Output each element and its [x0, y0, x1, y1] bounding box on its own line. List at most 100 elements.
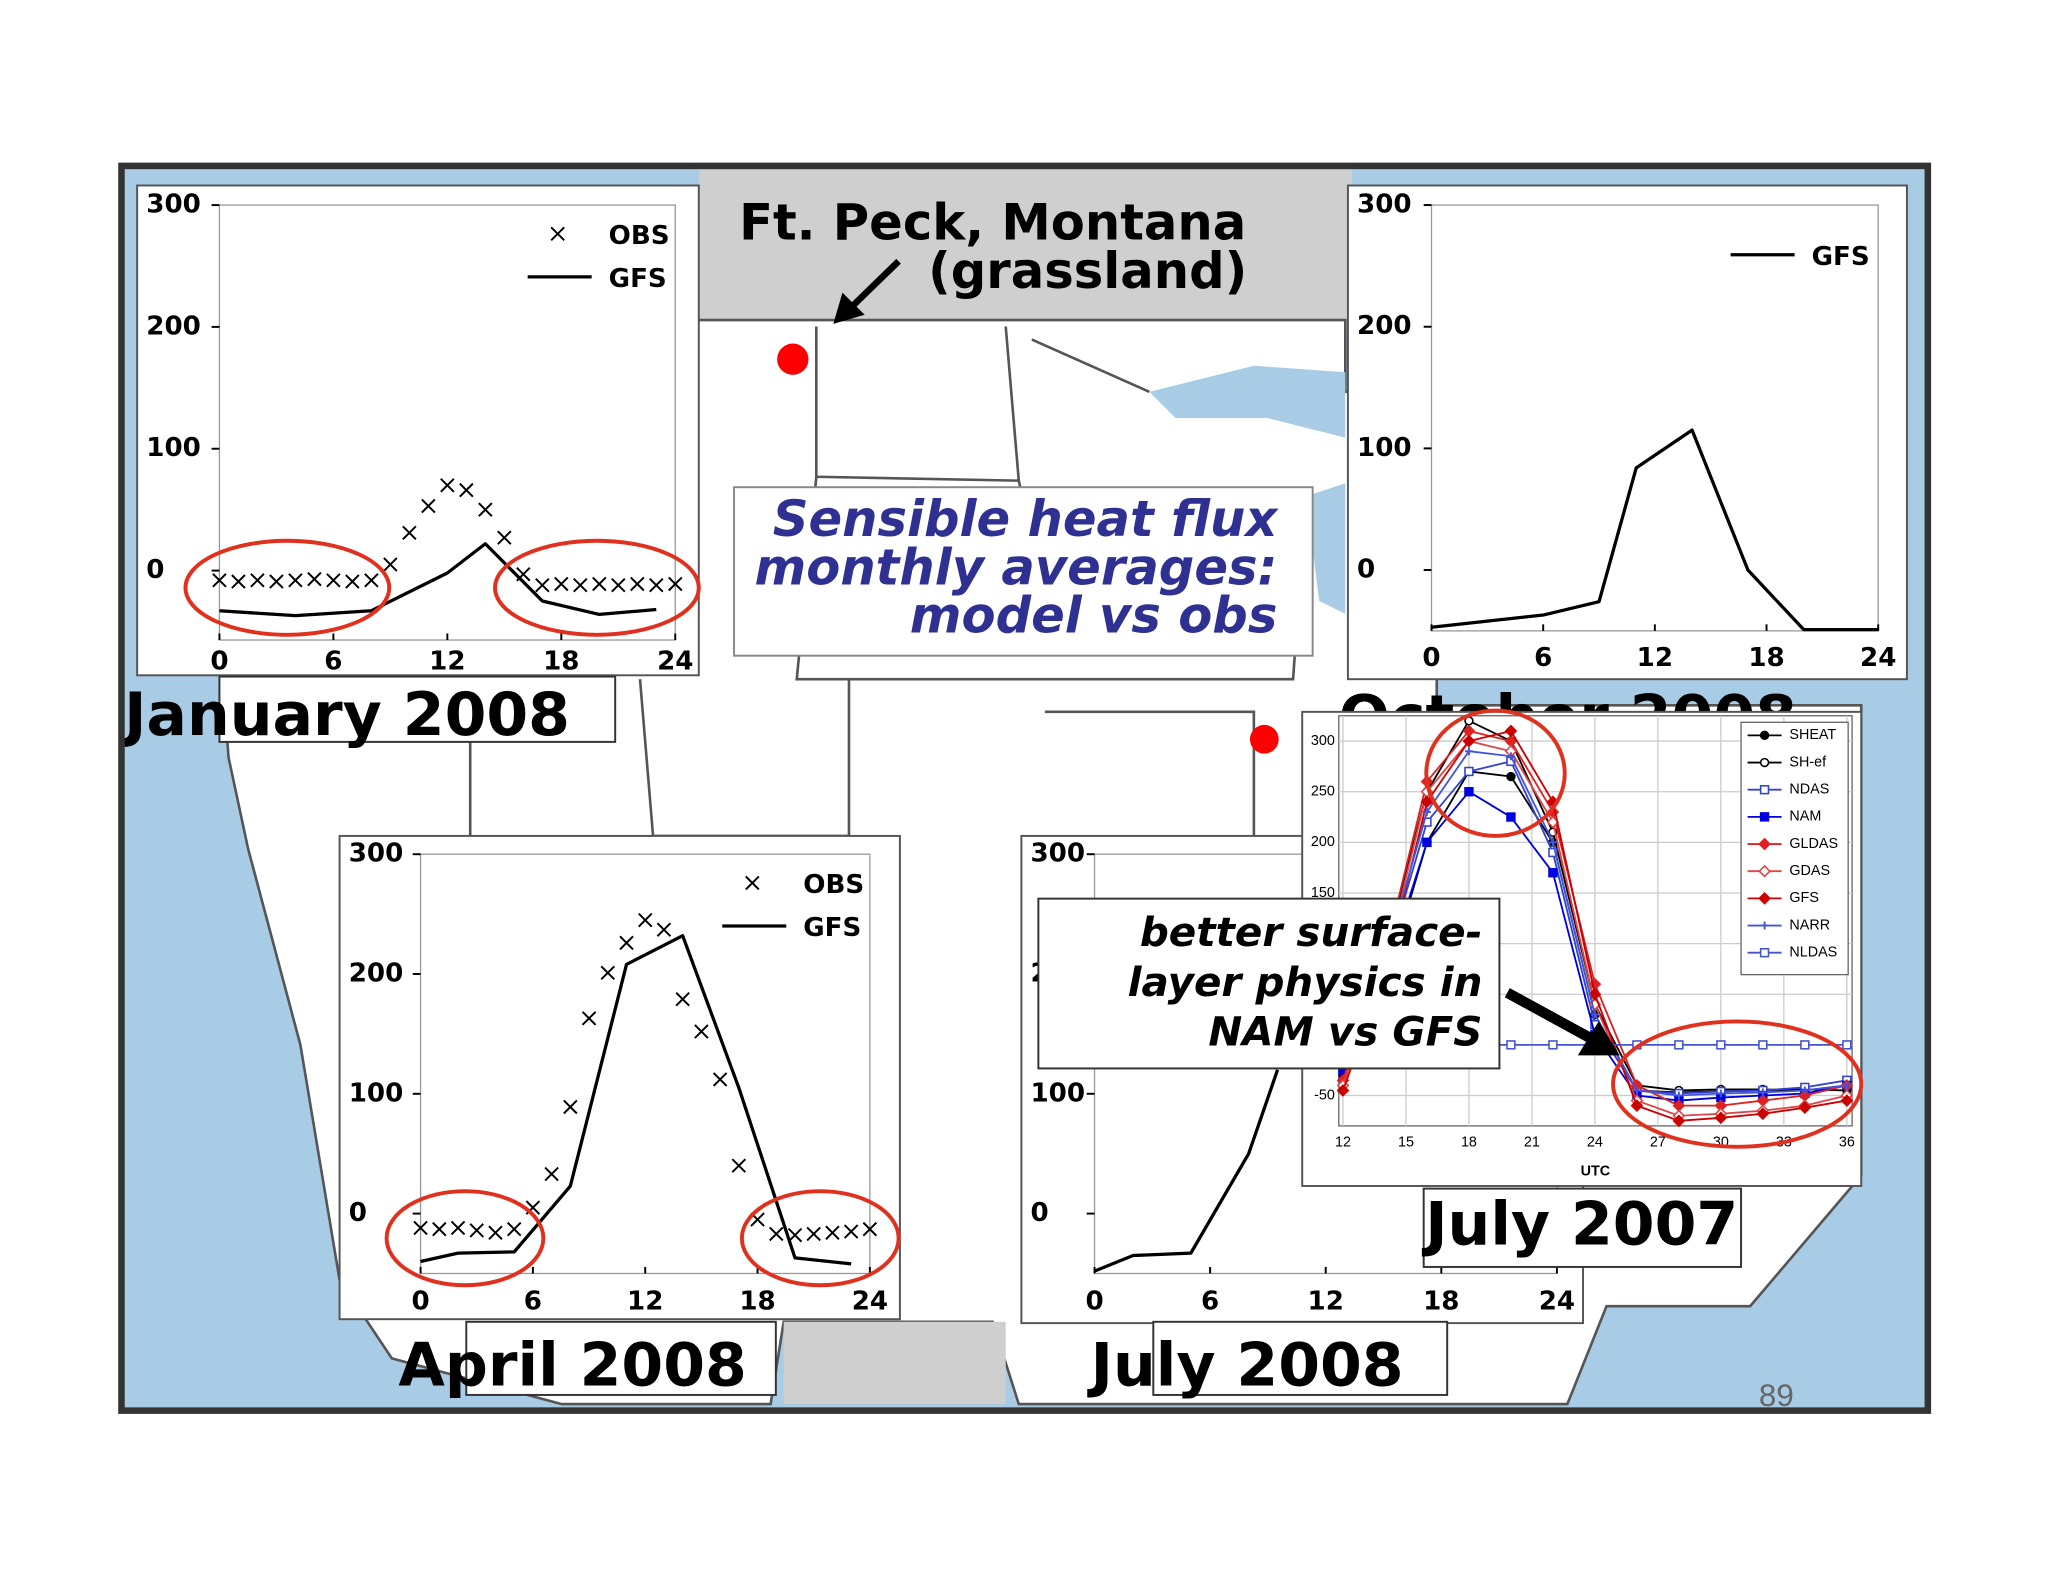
callout-arrow-head	[1577, 1021, 1620, 1056]
marker	[1590, 1010, 1599, 1019]
marker	[843, 1224, 859, 1239]
marker	[554, 576, 569, 592]
marker	[231, 574, 246, 589]
marker	[1758, 1088, 1767, 1097]
x-tick-label: 0	[411, 1287, 429, 1317]
marker	[1422, 837, 1432, 848]
marker	[1630, 1099, 1644, 1112]
x-axis-label: UTC	[1581, 1163, 1611, 1179]
x-tick-label: 24	[657, 647, 693, 677]
title-box	[1422, 1187, 1743, 1268]
y-tick-label: 300	[1357, 190, 1412, 220]
marker	[1464, 787, 1474, 797]
legend-label: OBS	[803, 870, 864, 900]
y-tick-label: -50	[1314, 1087, 1335, 1103]
y-tick-label: 0	[1031, 1198, 1049, 1228]
callout-box	[1037, 897, 1501, 1070]
series-line	[1093, 1069, 1280, 1273]
y-tick-label: 100	[1031, 1078, 1086, 1108]
x-tick-label: 0	[1085, 1287, 1103, 1317]
legend-box	[1740, 721, 1849, 976]
marker	[1462, 734, 1476, 748]
marker	[1548, 838, 1557, 847]
marker	[1842, 1040, 1852, 1050]
callout-text: NAM vs GFS	[1208, 1007, 1482, 1055]
callout-text: better surface-	[1140, 908, 1483, 956]
marker	[250, 573, 265, 588]
series-line	[1431, 428, 1879, 632]
legend-label: SH-ef	[1789, 754, 1827, 770]
x-tick-label: 18	[1748, 643, 1784, 673]
marker	[649, 577, 664, 593]
legend-label: GFS	[1812, 242, 1870, 272]
marker	[731, 1158, 747, 1173]
marker	[611, 577, 626, 593]
plot-area	[419, 853, 871, 1275]
marker	[806, 1226, 821, 1242]
summary-text: Sensible heat flux	[773, 490, 1280, 548]
legend-marker	[1759, 784, 1770, 795]
x-tick-label: 21	[1524, 1135, 1540, 1151]
marker	[269, 574, 284, 589]
x-tick-label: 6	[524, 1287, 542, 1317]
y-tick-label: 150	[1311, 885, 1335, 901]
page-number: 89	[1759, 1378, 1794, 1413]
legend-label: GFS	[609, 264, 667, 294]
x-tick-label: 24	[1860, 643, 1896, 673]
y-tick-label: 100	[349, 1078, 404, 1108]
callout-arrow	[1504, 988, 1594, 1043]
site-dot	[1249, 724, 1279, 754]
marker	[1756, 1107, 1770, 1121]
marker	[1507, 752, 1515, 761]
x-tick-label: 12	[1637, 643, 1673, 673]
marker	[787, 1227, 803, 1243]
marker	[668, 576, 683, 592]
legend-label: SHEAT	[1789, 727, 1836, 743]
marker	[656, 922, 672, 937]
marker	[544, 1166, 559, 1182]
marker	[1548, 847, 1558, 858]
plot-area	[218, 204, 676, 641]
marker	[1716, 1040, 1726, 1050]
y-tick-label: 0	[1357, 555, 1375, 585]
legend-marker	[1759, 812, 1770, 822]
canada	[698, 169, 1352, 327]
marker	[630, 576, 645, 592]
legend-label: NAM	[1789, 809, 1821, 825]
site-label: (grassland)	[928, 242, 1247, 300]
marker	[1588, 987, 1602, 1001]
y-tick-label: 250	[1311, 784, 1335, 800]
legend-marker	[1758, 864, 1771, 878]
marker	[592, 576, 607, 592]
marker	[469, 1223, 484, 1238]
marker	[573, 577, 588, 593]
legend-label: GFS	[1789, 890, 1819, 906]
chart: 0 100 200 300 0 6 12 18 24 OBS GFS January 2008	[120, 184, 700, 750]
chart-title: July 2007	[1421, 1189, 1738, 1259]
marker	[506, 1221, 522, 1237]
map-frame	[118, 162, 1932, 1414]
marker	[364, 573, 379, 588]
marker	[1423, 808, 1431, 816]
marker	[825, 1225, 840, 1240]
site-label: Ft. Peck, Montana	[739, 193, 1246, 251]
title-box	[1152, 1320, 1449, 1396]
highlight-ring	[1424, 708, 1567, 838]
marker	[212, 573, 227, 588]
chart: 0 100 200 300 0 6 12 18 24 OBS GFS April 2008	[338, 834, 901, 1400]
y-tick-label: 300	[1311, 733, 1335, 749]
y-tick-label: 0	[146, 555, 164, 585]
site-dot	[777, 343, 809, 375]
callout-text: layer physics in	[1128, 958, 1483, 1006]
marker	[1632, 1086, 1641, 1095]
marker	[1800, 1086, 1809, 1095]
plot-area	[1430, 204, 1879, 632]
marker	[1506, 812, 1516, 822]
gulf-land	[783, 1321, 1006, 1405]
marker	[1506, 771, 1516, 782]
y-tick-label: 200	[349, 959, 404, 989]
x-tick-label: 15	[1398, 1135, 1414, 1151]
y-tick-label: 300	[1031, 839, 1086, 869]
y-tick-label: 100	[1357, 433, 1412, 463]
